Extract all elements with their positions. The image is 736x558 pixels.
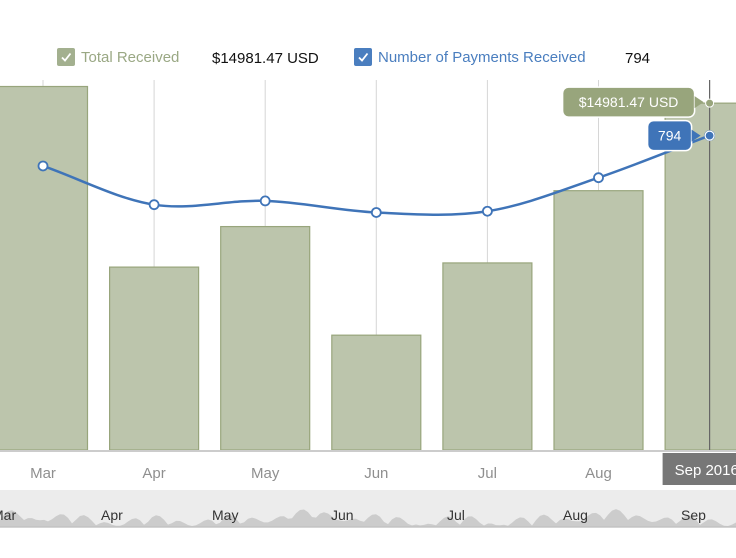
point-jun (370, 207, 382, 218)
check-icon (358, 52, 369, 62)
chart-plot: Mar Apr May Jun Jul Aug Sep 2016 $14981.47 USD… (0, 80, 736, 485)
point-may (259, 195, 271, 207)
point-mar (37, 160, 49, 172)
navigator-label: May (212, 507, 238, 523)
x-tick-label: Mar (30, 465, 56, 482)
checkbox-payments-received[interactable] (354, 48, 372, 66)
legend-value-payments-received: 794 (625, 50, 651, 67)
tooltip-line-text: 794 (658, 128, 682, 144)
point-jul (481, 205, 493, 217)
tooltip-line-arrow (691, 129, 701, 142)
legend-label-total-received: Total Received (81, 48, 180, 66)
bar-active-dot (705, 98, 715, 108)
range-navigator[interactable]: Mar Apr May Jun Jul Aug Sep (0, 490, 736, 530)
line-series (37, 98, 715, 218)
legend-value-total-received: $14981.47 USD (212, 50, 319, 67)
x-tick-label: Apr (142, 465, 165, 482)
navigator-label: Apr (101, 507, 123, 523)
navigator-label: Jun (331, 507, 354, 523)
bar-aug (553, 190, 644, 451)
navigator-labels: Mar Apr May Jun Jul Aug Sep (0, 507, 706, 523)
bar-jul (442, 262, 533, 451)
bar-series (0, 85, 736, 451)
x-tick-label: Aug (585, 465, 612, 482)
tooltip-bar-arrow (694, 96, 704, 109)
point-apr (148, 199, 160, 211)
navigator-label: Jul (447, 507, 465, 523)
x-tick-label: May (251, 465, 280, 482)
tooltip-bar-text: $14981.47 USD (579, 94, 679, 110)
x-tick-label: Jul (478, 465, 497, 482)
point-aug (593, 172, 604, 184)
navigator-label: Sep (681, 507, 706, 523)
point-active (704, 130, 715, 141)
check-icon (61, 52, 72, 62)
checkbox-total-received[interactable] (57, 48, 75, 66)
crosshair-label-box (662, 453, 736, 485)
bar-mar (0, 85, 89, 451)
bar-apr (108, 266, 200, 451)
legend-label-payments-received: Number of Payments Received (378, 48, 586, 66)
navigator-area (0, 509, 736, 527)
tooltips: $14981.47 USD 794 (561, 86, 704, 152)
bar-jun (331, 334, 422, 451)
legend-item-total-received[interactable]: Total Received (57, 48, 179, 66)
legend-item-payments-received[interactable]: Number of Payments Received (354, 48, 586, 66)
navigator-label: Mar (0, 507, 16, 523)
x-axis: Mar Apr May Jun Jul Aug Sep 2016 (0, 450, 736, 485)
bar-may (220, 225, 311, 451)
x-tick-label: Jun (364, 465, 388, 482)
navigator-label: Aug (563, 507, 588, 523)
bar-sep (664, 102, 736, 451)
legend: Total Received $14981.47 USD Number of P… (0, 48, 736, 72)
crosshair-label: Sep 2016 (675, 462, 736, 479)
